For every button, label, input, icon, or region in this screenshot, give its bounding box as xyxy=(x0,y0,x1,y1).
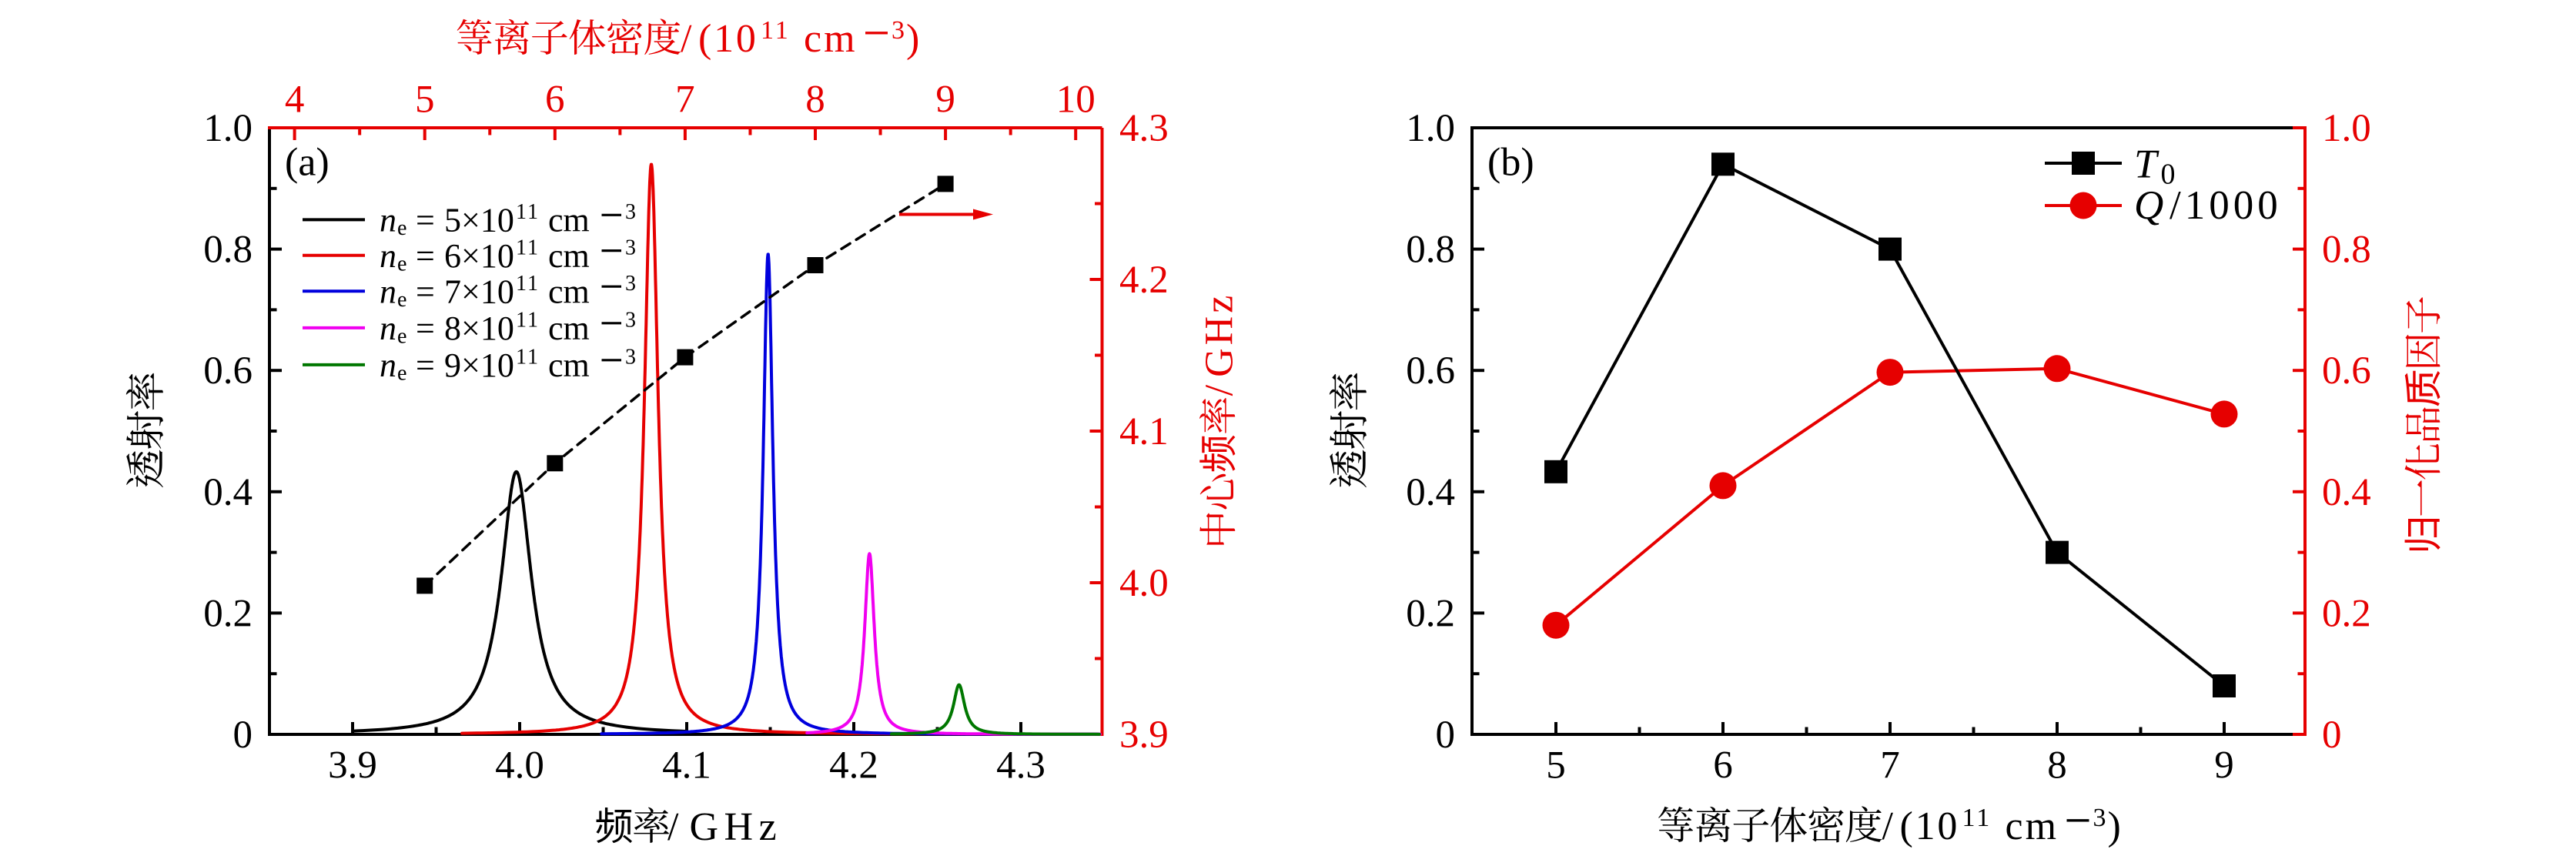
svg-text:11: 11 xyxy=(516,346,540,369)
svg-text:T: T xyxy=(2134,142,2159,187)
svg-text:0.4: 0.4 xyxy=(2322,471,2371,514)
svg-text:cm: cm xyxy=(548,346,590,384)
svg-text:3.9: 3.9 xyxy=(1119,714,1169,757)
svg-text:11: 11 xyxy=(516,200,540,224)
svg-text:e: e xyxy=(397,362,406,386)
svg-text:n: n xyxy=(380,309,396,347)
svg-text:11: 11 xyxy=(761,16,791,45)
svg-text:0.8: 0.8 xyxy=(203,229,253,272)
svg-text:): ) xyxy=(2108,804,2121,848)
svg-text:7: 7 xyxy=(675,79,695,122)
svg-text:3.9: 3.9 xyxy=(328,744,377,787)
svg-text:cm: cm xyxy=(804,17,858,61)
svg-text:=: = xyxy=(416,202,435,239)
svg-text:3: 3 xyxy=(625,346,636,369)
svg-text:(b): (b) xyxy=(1487,141,1534,185)
svg-text:0.2: 0.2 xyxy=(2322,592,2371,635)
svg-text:9: 9 xyxy=(2214,744,2234,787)
svg-text:n: n xyxy=(380,237,396,275)
svg-text:0.6: 0.6 xyxy=(1406,349,1455,393)
svg-text:4.3: 4.3 xyxy=(996,744,1045,787)
svg-text:11: 11 xyxy=(516,309,540,333)
svg-text:): ) xyxy=(906,17,919,61)
svg-text:4.0: 4.0 xyxy=(495,744,544,787)
svg-text:9: 9 xyxy=(935,79,955,122)
svg-text:/: / xyxy=(1197,384,1241,396)
svg-text:7: 7 xyxy=(1880,744,1900,787)
svg-text:10: 10 xyxy=(1056,79,1096,122)
svg-text:5: 5 xyxy=(1546,744,1566,787)
svg-text:=: = xyxy=(416,309,435,347)
svg-text:cm: cm xyxy=(548,273,590,311)
svg-text:Q: Q xyxy=(2134,183,2163,228)
svg-text:3: 3 xyxy=(625,236,636,260)
svg-text:3: 3 xyxy=(625,200,636,224)
svg-text:/1000: /1000 xyxy=(2170,183,2282,228)
svg-text:0.8: 0.8 xyxy=(1406,229,1455,272)
svg-text:11: 11 xyxy=(516,236,540,260)
svg-text:5: 5 xyxy=(415,79,435,122)
svg-text:3: 3 xyxy=(2093,804,2106,832)
svg-text:8: 8 xyxy=(2047,744,2067,787)
svg-text:3: 3 xyxy=(625,272,636,296)
svg-text:3: 3 xyxy=(625,309,636,333)
svg-text:n: n xyxy=(380,346,396,384)
svg-text:6: 6 xyxy=(545,79,565,122)
svg-text:GHz: GHz xyxy=(690,805,783,849)
svg-text:(10: (10 xyxy=(698,17,758,61)
svg-text:0: 0 xyxy=(2322,714,2342,757)
svg-text:5×10: 5×10 xyxy=(444,202,514,239)
svg-text:(10: (10 xyxy=(1900,804,1960,848)
svg-text:0: 0 xyxy=(233,714,253,757)
svg-text:1.0: 1.0 xyxy=(2322,107,2371,150)
svg-text:cm: cm xyxy=(548,237,590,275)
svg-text:e: e xyxy=(397,288,406,312)
svg-text:=: = xyxy=(416,237,435,275)
svg-text:cm: cm xyxy=(548,202,590,239)
svg-text:e: e xyxy=(397,325,406,349)
svg-text:7×10: 7×10 xyxy=(444,273,514,311)
svg-text:11: 11 xyxy=(1962,804,1992,832)
svg-text:4.1: 4.1 xyxy=(662,744,711,787)
svg-text:8×10: 8×10 xyxy=(444,309,514,347)
svg-text:8: 8 xyxy=(805,79,825,122)
svg-text:(a): (a) xyxy=(285,141,330,185)
svg-text:6: 6 xyxy=(1713,744,1733,787)
svg-text:/: / xyxy=(667,805,679,849)
svg-text:9×10: 9×10 xyxy=(444,346,514,384)
svg-text:=: = xyxy=(416,346,435,384)
svg-text:cm: cm xyxy=(2006,804,2059,848)
svg-text:e: e xyxy=(397,252,406,276)
svg-text:0.2: 0.2 xyxy=(203,592,253,635)
svg-text:0.6: 0.6 xyxy=(203,349,253,393)
svg-text:4.2: 4.2 xyxy=(1119,259,1169,302)
svg-text:n: n xyxy=(380,273,396,311)
svg-text:4.2: 4.2 xyxy=(829,744,878,787)
svg-text:3: 3 xyxy=(892,16,905,45)
svg-text:1.0: 1.0 xyxy=(1406,107,1455,150)
svg-text:GHz: GHz xyxy=(1197,293,1241,377)
svg-text:0.2: 0.2 xyxy=(1406,592,1455,635)
svg-text:0.4: 0.4 xyxy=(203,471,253,514)
svg-text:11: 11 xyxy=(516,272,540,296)
svg-text:6×10: 6×10 xyxy=(444,237,514,275)
svg-text:0.6: 0.6 xyxy=(2322,349,2371,393)
svg-text:0: 0 xyxy=(1436,714,1456,757)
svg-text:0.8: 0.8 xyxy=(2322,229,2371,272)
svg-text:1.0: 1.0 xyxy=(203,107,253,150)
svg-text:e: e xyxy=(397,216,406,240)
svg-text:4.1: 4.1 xyxy=(1119,410,1169,453)
svg-text:0: 0 xyxy=(2161,159,2176,191)
svg-text:/: / xyxy=(1882,804,1894,848)
svg-text:0.4: 0.4 xyxy=(1406,471,1455,514)
svg-text:=: = xyxy=(416,273,435,311)
svg-text:4.3: 4.3 xyxy=(1119,107,1169,150)
svg-text:/: / xyxy=(681,17,692,61)
svg-text:n: n xyxy=(380,202,396,239)
svg-text:cm: cm xyxy=(548,309,590,347)
svg-text:4.0: 4.0 xyxy=(1119,562,1169,605)
svg-text:4: 4 xyxy=(285,79,305,122)
